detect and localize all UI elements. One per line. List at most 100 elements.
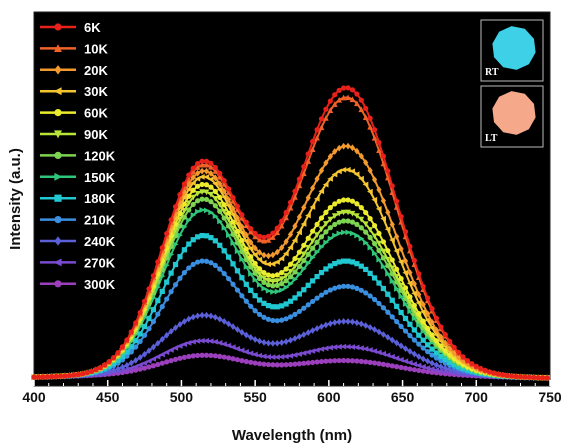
legend-marker	[54, 151, 62, 159]
data-point-6K	[486, 369, 493, 375]
data-point-210K	[438, 358, 444, 364]
data-point-60K	[283, 266, 289, 272]
data-point-6K	[354, 91, 360, 97]
data-point-6K	[442, 332, 448, 338]
data-point-270K	[309, 348, 316, 354]
data-point-240K	[186, 315, 192, 323]
data-point-10K	[274, 229, 281, 236]
data-point-20K	[402, 257, 409, 265]
data-point-30K	[185, 186, 192, 193]
data-point-6K	[274, 225, 280, 231]
data-point-20K	[327, 153, 333, 160]
data-point-30K	[181, 194, 187, 201]
data-point-180K	[199, 232, 205, 239]
data-point-180K	[358, 263, 364, 269]
data-point-120K	[221, 215, 227, 221]
data-point-120K	[376, 247, 382, 254]
data-point-6K	[535, 374, 541, 381]
data-point-90K	[269, 278, 276, 285]
data-point-300K	[398, 364, 404, 371]
data-point-210K	[341, 283, 347, 289]
data-point-150K	[195, 208, 201, 215]
data-point-6K	[106, 359, 112, 365]
data-point-180K	[420, 337, 426, 343]
data-point-300K	[137, 366, 143, 372]
data-point-300K	[301, 360, 307, 366]
data-point-60K	[252, 260, 258, 267]
data-point-210K	[389, 314, 395, 320]
lt-sample-icon	[492, 91, 536, 135]
data-point-210K	[358, 287, 364, 293]
data-point-150K	[226, 232, 232, 239]
data-point-60K	[287, 261, 294, 267]
data-point-20K	[314, 175, 320, 183]
legend-item-240K: 240K	[40, 234, 116, 249]
data-point-210K	[221, 270, 227, 277]
data-point-270K	[243, 349, 249, 355]
data-point-210K	[407, 333, 413, 339]
data-point-240K	[345, 318, 351, 325]
data-point-90K	[340, 209, 347, 216]
data-point-240K	[318, 323, 325, 331]
data-point-20K	[239, 223, 245, 231]
data-point-270K	[393, 355, 400, 362]
data-point-150K	[323, 239, 330, 246]
data-point-180K	[137, 331, 143, 337]
data-point-300K	[296, 361, 302, 367]
data-point-210K	[248, 303, 254, 309]
data-point-120K	[190, 201, 196, 208]
data-point-20K	[190, 174, 196, 181]
data-point-20K	[394, 233, 400, 241]
legend-marker	[54, 216, 62, 224]
data-point-270K	[159, 351, 165, 358]
data-point-90K	[274, 278, 281, 284]
data-point-30K	[380, 215, 387, 222]
data-point-270K	[375, 349, 382, 356]
data-point-300K	[425, 369, 431, 375]
data-point-270K	[176, 343, 183, 349]
data-point-120K	[314, 239, 320, 245]
data-point-150K	[239, 256, 245, 263]
data-point-30K	[336, 168, 342, 175]
data-point-20K	[252, 244, 258, 252]
data-point-90K	[362, 221, 369, 228]
data-point-6K	[544, 375, 550, 381]
data-point-30K	[411, 290, 417, 297]
data-point-270K	[123, 366, 130, 373]
data-point-240K	[181, 318, 187, 325]
data-point-240K	[354, 319, 360, 327]
data-point-6K	[332, 92, 338, 98]
data-point-10K	[269, 234, 276, 240]
data-point-210K	[310, 298, 316, 305]
data-point-20K	[438, 333, 444, 341]
data-point-210K	[150, 318, 157, 325]
data-point-120K	[310, 245, 316, 251]
data-point-10K	[247, 228, 254, 235]
data-point-90K	[194, 190, 201, 197]
data-point-20K	[234, 214, 241, 222]
data-point-180K	[318, 269, 325, 276]
data-point-180K	[181, 247, 187, 253]
data-point-210K	[363, 290, 369, 296]
data-point-240K	[212, 313, 218, 321]
data-point-20K	[199, 167, 205, 175]
legend-marker	[54, 44, 62, 52]
data-point-90K	[278, 276, 285, 283]
data-point-120K	[283, 278, 289, 284]
data-point-120K	[358, 225, 364, 231]
data-point-20K	[380, 197, 387, 205]
data-point-6K	[49, 373, 55, 380]
data-point-300K	[336, 357, 342, 364]
data-point-180K	[411, 327, 417, 333]
data-point-300K	[159, 360, 165, 366]
data-point-180K	[190, 237, 196, 243]
data-point-60K	[420, 318, 426, 324]
data-point-210K	[274, 318, 280, 324]
data-point-180K	[323, 266, 329, 272]
data-point-120K	[296, 263, 302, 270]
data-point-6K	[124, 337, 130, 343]
data-point-6K	[438, 324, 444, 330]
data-point-300K	[327, 358, 333, 364]
data-point-150K	[199, 207, 206, 213]
data-point-150K	[252, 277, 259, 283]
